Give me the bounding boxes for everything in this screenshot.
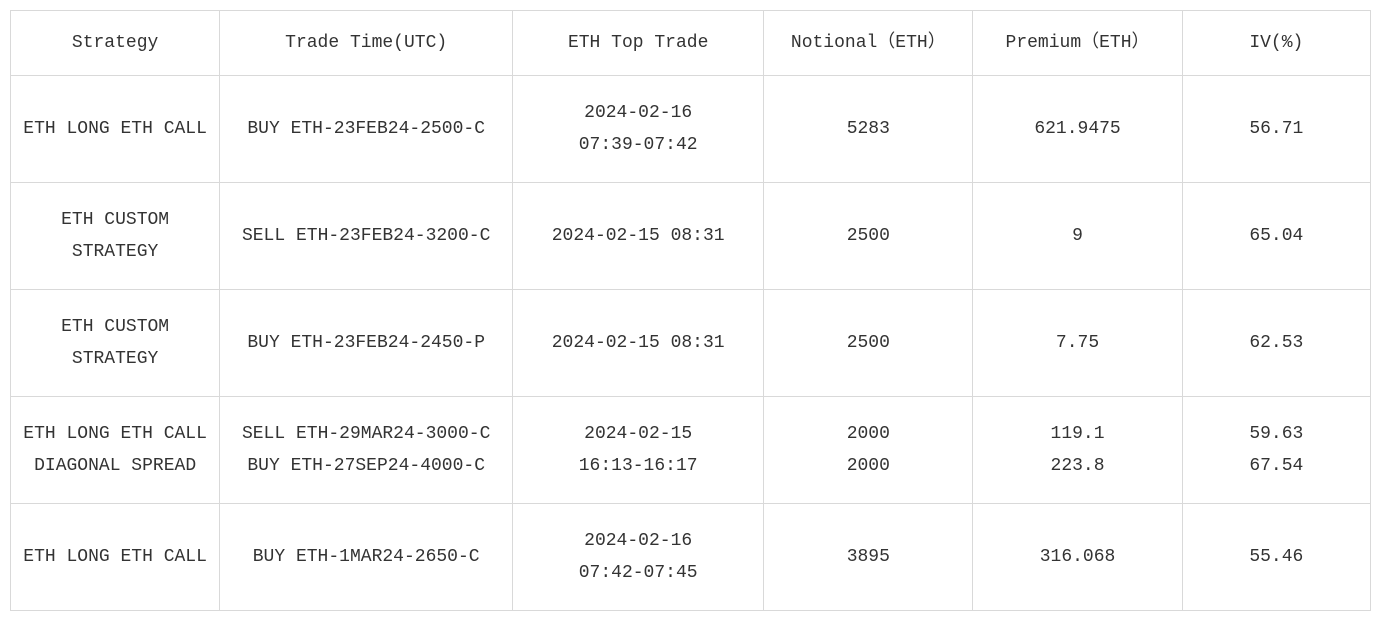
cell-notional: 3895: [764, 504, 973, 611]
cell-premium: 316.068: [973, 504, 1182, 611]
cell-notional: 2000 2000: [764, 397, 973, 504]
cell-premium: 9: [973, 183, 1182, 290]
cell-strategy: ETH LONG ETH CALL: [11, 504, 220, 611]
cell-iv: 56.71: [1182, 76, 1370, 183]
col-header-notional: Notional（ETH）: [764, 11, 973, 76]
cell-tradetime: SELL ETH-23FEB24-3200-C: [220, 183, 513, 290]
trades-table: Strategy Trade Time(UTC) ETH Top Trade N…: [10, 10, 1371, 611]
cell-strategy: ETH LONG ETH CALL DIAGONAL SPREAD: [11, 397, 220, 504]
cell-tradetime: BUY ETH-1MAR24-2650-C: [220, 504, 513, 611]
col-header-toptrade: ETH Top Trade: [513, 11, 764, 76]
cell-iv: 62.53: [1182, 290, 1370, 397]
cell-strategy: ETH CUSTOM STRATEGY: [11, 290, 220, 397]
col-header-tradetime: Trade Time(UTC): [220, 11, 513, 76]
table-row: ETH CUSTOM STRATEGY BUY ETH-23FEB24-2450…: [11, 290, 1371, 397]
cell-iv: 55.46: [1182, 504, 1370, 611]
table-row: ETH LONG ETH CALL DIAGONAL SPREAD SELL E…: [11, 397, 1371, 504]
cell-toptrade: 2024-02-15 16:13-16:17: [513, 397, 764, 504]
col-header-strategy: Strategy: [11, 11, 220, 76]
cell-tradetime: BUY ETH-23FEB24-2450-P: [220, 290, 513, 397]
table-header-row: Strategy Trade Time(UTC) ETH Top Trade N…: [11, 11, 1371, 76]
table-row: ETH CUSTOM STRATEGY SELL ETH-23FEB24-320…: [11, 183, 1371, 290]
table-row: ETH LONG ETH CALL BUY ETH-1MAR24-2650-C …: [11, 504, 1371, 611]
col-header-iv: IV(%): [1182, 11, 1370, 76]
cell-premium: 621.9475: [973, 76, 1182, 183]
cell-iv: 65.04: [1182, 183, 1370, 290]
cell-notional: 2500: [764, 183, 973, 290]
cell-tradetime: BUY ETH-23FEB24-2500-C: [220, 76, 513, 183]
cell-strategy: ETH CUSTOM STRATEGY: [11, 183, 220, 290]
cell-toptrade: 2024-02-15 08:31: [513, 290, 764, 397]
cell-tradetime: SELL ETH-29MAR24-3000-C BUY ETH-27SEP24-…: [220, 397, 513, 504]
cell-toptrade: 2024-02-15 08:31: [513, 183, 764, 290]
cell-toptrade: 2024-02-16 07:39-07:42: [513, 76, 764, 183]
table-row: ETH LONG ETH CALL BUY ETH-23FEB24-2500-C…: [11, 76, 1371, 183]
cell-iv: 59.63 67.54: [1182, 397, 1370, 504]
col-header-premium: Premium（ETH）: [973, 11, 1182, 76]
cell-strategy: ETH LONG ETH CALL: [11, 76, 220, 183]
cell-premium: 119.1 223.8: [973, 397, 1182, 504]
cell-toptrade: 2024-02-16 07:42-07:45: [513, 504, 764, 611]
cell-notional: 2500: [764, 290, 973, 397]
cell-notional: 5283: [764, 76, 973, 183]
cell-premium: 7.75: [973, 290, 1182, 397]
